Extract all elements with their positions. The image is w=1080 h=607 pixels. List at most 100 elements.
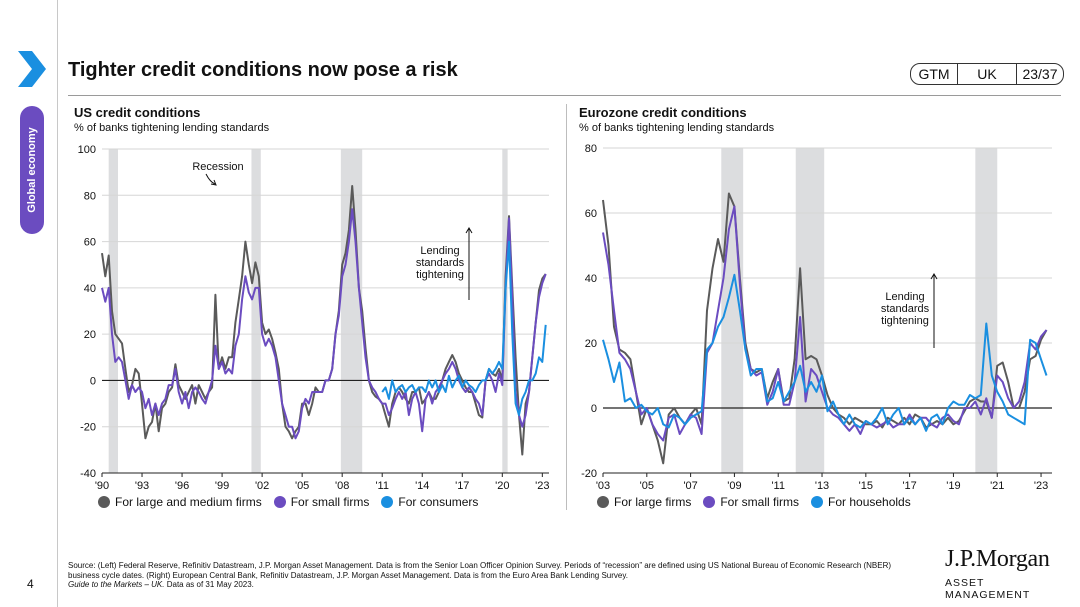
y-tick-label: 20 — [585, 338, 597, 350]
x-tick-label: '19 — [946, 480, 960, 492]
legend-item-small-firms: For small firms — [703, 495, 799, 509]
y-tick-label: 40 — [84, 283, 96, 295]
arrow-annotation-line: tightening — [416, 269, 464, 281]
left-margin-rule — [57, 0, 58, 607]
page-title: Tighter credit conditions now pose a ris… — [68, 59, 458, 81]
x-tick-label: '17 — [902, 480, 916, 492]
source-guide: Guide to the Markets – UK. — [68, 580, 165, 589]
x-tick-label: '23 — [535, 480, 549, 492]
arrow-head — [930, 273, 938, 280]
section-tab-global-economy[interactable]: Global economy — [20, 106, 44, 234]
x-tick-label: '23 — [1034, 480, 1048, 492]
logo-subtitle: ASSET MANAGEMENT — [945, 577, 1031, 601]
y-tick-label: 80 — [585, 143, 597, 155]
page-badge: GTM UK 23/37 — [910, 63, 1064, 85]
series-line — [602, 273, 1048, 432]
legend-label: For small firms — [290, 495, 370, 509]
ez-chart-title: Eurozone credit conditions — [579, 105, 747, 120]
recession-band — [108, 149, 119, 473]
recession-band — [251, 149, 261, 473]
x-tick-label: '11 — [771, 480, 785, 492]
ez-chart-legend: For large firms For small firms For hous… — [597, 495, 923, 509]
us-chart-title: US credit conditions — [74, 105, 201, 120]
legend-swatch — [381, 496, 394, 508]
legend-label: For large and medium firms — [115, 495, 262, 509]
recession-band — [975, 148, 998, 473]
arrow-head — [465, 227, 473, 234]
y-tick-label: 60 — [585, 208, 597, 220]
x-tick-label: '05 — [295, 480, 309, 492]
y-tick-label: -20 — [581, 468, 597, 480]
recession-band — [795, 148, 825, 473]
x-tick-label: '21 — [990, 480, 1004, 492]
legend-swatch — [98, 496, 110, 508]
legend-item-households: For households — [811, 495, 911, 509]
arrow-annotation-line: tightening — [881, 315, 929, 327]
panel-divider — [566, 104, 567, 510]
page-number: 4 — [27, 577, 34, 591]
y-tick-label: -20 — [80, 422, 96, 434]
x-tick-label: '05 — [640, 480, 654, 492]
legend-swatch — [273, 496, 286, 508]
legend-label: For large firms — [614, 495, 692, 509]
x-tick-label: '99 — [215, 480, 229, 492]
legend-item-consumers: For consumers — [381, 495, 478, 509]
legend-swatch — [703, 496, 716, 508]
series-line — [381, 240, 547, 417]
recession-pointer-head — [210, 179, 217, 186]
arrow-annotation-line: Lending — [420, 245, 459, 257]
badge-page-count: 23/37 — [1022, 66, 1058, 82]
series-line — [101, 208, 547, 440]
x-tick-label: '07 — [683, 480, 697, 492]
eurozone-credit-chart: -20 0 20 40 60 80 '03 '05 '07 '09 '11 '13 '15 '17 '19 '… — [581, 143, 1052, 492]
legend-item-large-firms: For large firms — [597, 495, 691, 509]
x-tick-label: '08 — [335, 480, 349, 492]
legend-item-large-medium-firms: For large and medium firms — [98, 495, 262, 509]
x-tick-label: '09 — [727, 480, 741, 492]
x-tick-label: '14 — [415, 480, 429, 492]
arrow-annotation-line: Lending — [885, 291, 924, 303]
x-tick-label: '11 — [375, 480, 389, 492]
recession-band — [340, 149, 363, 473]
legend-label: For small firms — [720, 495, 800, 509]
legend-item-small-firms: For small firms — [273, 495, 370, 509]
recession-pointer — [205, 173, 216, 185]
legend-label: For consumers — [398, 495, 479, 509]
badge-region: UK — [958, 64, 1017, 84]
y-tick-label: 60 — [84, 237, 96, 249]
x-tick-label: '17 — [455, 480, 469, 492]
y-tick-label: 80 — [84, 190, 96, 202]
y-tick-label: -40 — [80, 468, 96, 480]
x-tick-label: '93 — [135, 480, 149, 492]
source-note: Source: (Left) Federal Reserve, Refiniti… — [68, 561, 908, 590]
x-tick-label: '90 — [95, 480, 109, 492]
us-chart-legend: For large and medium firms For small fir… — [98, 495, 490, 509]
legend-swatch — [811, 496, 824, 508]
x-tick-label: '15 — [859, 480, 873, 492]
chevron-right-icon — [18, 51, 46, 87]
badge-gtm: GTM — [911, 64, 958, 84]
x-tick-label: '13 — [815, 480, 829, 492]
recession-annotation: Recession — [192, 161, 243, 173]
y-tick-label: 0 — [90, 375, 96, 387]
ez-chart-subtitle: % of banks tightening lending standards — [579, 122, 775, 134]
y-tick-label: 40 — [585, 273, 597, 285]
title-divider — [68, 95, 1061, 96]
source-asof: Data as of 31 May 2023. — [164, 580, 254, 589]
arrow-annotation-line: standards — [881, 303, 930, 315]
x-tick-label: '96 — [175, 480, 189, 492]
legend-swatch — [597, 496, 609, 508]
logo-name: J.P.Morgan — [945, 546, 1050, 572]
source-text: Source: (Left) Federal Reserve, Refiniti… — [68, 561, 892, 580]
arrow-annotation-line: standards — [416, 257, 465, 269]
y-tick-label: 100 — [78, 144, 96, 156]
legend-label: For households — [828, 495, 911, 509]
us-credit-chart: -40 -20 0 20 40 60 80 100 '90 '93 '96 '99 '02 '05 '08 '… — [78, 144, 550, 492]
y-tick-label: 0 — [591, 403, 597, 415]
us-chart-subtitle: % of banks tightening lending standards — [74, 122, 270, 134]
x-tick-label: '03 — [596, 480, 610, 492]
y-tick-label: 20 — [84, 329, 96, 341]
x-tick-label: '02 — [255, 480, 269, 492]
x-tick-label: '20 — [495, 480, 509, 492]
series-line — [602, 192, 1048, 465]
